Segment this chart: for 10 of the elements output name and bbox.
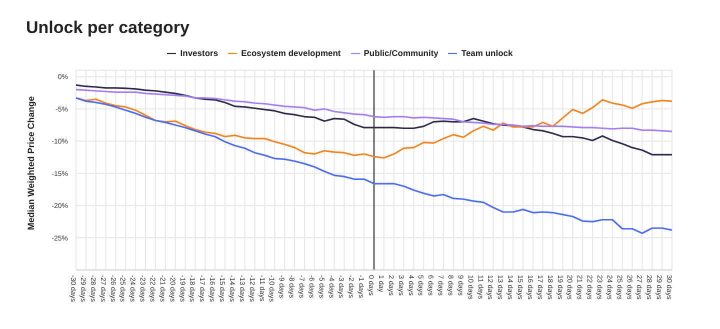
legend-label: Public/Community — [364, 48, 438, 58]
line-series — [75, 88, 673, 132]
chart-title: Unlock per category — [25, 17, 190, 39]
legend-label: Ecosystem development — [241, 48, 341, 58]
line-series — [75, 97, 673, 234]
legend-label: Team unlock — [461, 48, 513, 58]
y-axis-title: Median Weighted Price Change — [26, 96, 36, 230]
legend-label: Investors — [180, 48, 218, 58]
line-series — [75, 84, 673, 156]
line-series — [75, 97, 673, 159]
